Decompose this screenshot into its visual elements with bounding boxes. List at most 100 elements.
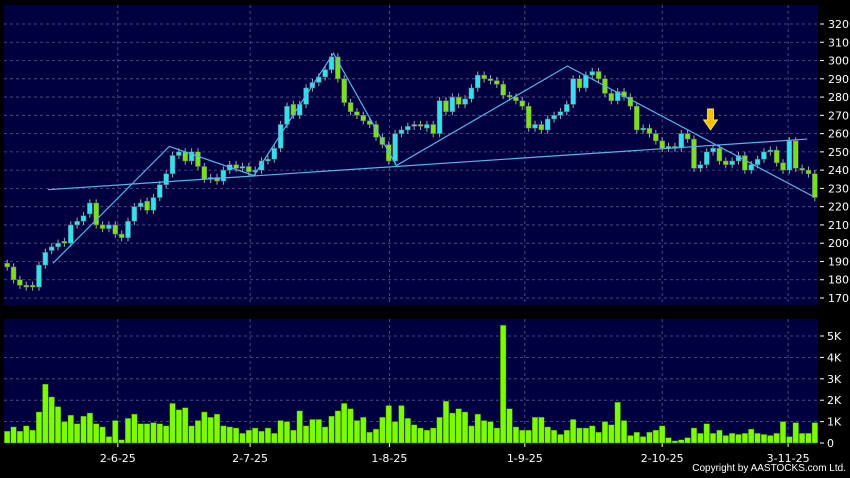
volume-bar [283, 421, 290, 444]
volume-bar [754, 433, 761, 444]
volume-bar [16, 431, 23, 444]
volume-bar [576, 427, 583, 444]
volume-bar [296, 410, 303, 444]
price-tick-label: 300 [828, 55, 849, 68]
volume-bar [678, 439, 685, 444]
price-panel: 170 180 190 200 210 220 230 240 250 260 270 280 290 3… [4, 5, 849, 305]
candle-up [697, 164, 704, 169]
candle-down [627, 96, 634, 107]
volume-bar [404, 418, 411, 444]
volume-bar [799, 433, 806, 444]
volume-bar [74, 423, 81, 444]
volume-bar [86, 412, 93, 444]
price-tick-label: 320 [828, 18, 849, 31]
candle-down [481, 74, 487, 80]
candle-up [449, 96, 456, 112]
candle-up [163, 173, 169, 185]
volume-bar [462, 411, 469, 444]
candle-up [729, 160, 735, 165]
volume-bar [773, 433, 780, 444]
candle-down [99, 224, 106, 229]
candle-down [646, 127, 653, 134]
volume-bar [760, 434, 767, 444]
volume-bar [614, 402, 621, 444]
volume-bar [621, 420, 628, 444]
candle-up [188, 151, 195, 162]
volume-bar [792, 422, 799, 444]
volume-bar [468, 425, 475, 444]
candle-up [398, 129, 405, 134]
volume-bar [551, 429, 558, 444]
candle-up [68, 224, 74, 244]
volume-bar [506, 408, 513, 444]
candle-up [748, 164, 754, 171]
candle-up [475, 74, 481, 89]
candle-down [182, 151, 188, 162]
candle-up [220, 169, 227, 182]
volume-bar [93, 423, 100, 444]
volume-bar [385, 405, 392, 444]
volume-bar [264, 427, 271, 444]
volume-bar [341, 403, 348, 444]
candle-down [525, 105, 532, 129]
volume-bar [595, 432, 602, 444]
candle-up [678, 133, 685, 149]
volume-bar [188, 425, 195, 444]
volume-bar [423, 429, 430, 444]
candle-down [576, 78, 583, 89]
candle-down [780, 162, 786, 171]
volume-tick-label: 1K [827, 416, 842, 429]
volume-bar [67, 414, 74, 444]
volume-bar [398, 405, 405, 444]
candle-down [10, 266, 17, 280]
price-tick-label: 260 [828, 128, 849, 141]
volume-bar [652, 429, 659, 444]
volume-bar [684, 437, 691, 444]
volume-bar [697, 433, 704, 444]
candle-down [494, 80, 500, 85]
candle-down [214, 177, 220, 182]
volume-bar [811, 422, 818, 444]
candle-up [767, 149, 774, 153]
candle-down [246, 166, 252, 173]
volume-bar [112, 420, 119, 444]
volume-bar [10, 426, 17, 444]
candle-up [252, 169, 258, 173]
candle-up [131, 206, 138, 222]
volume-bar [258, 431, 265, 444]
candle-down [653, 133, 659, 142]
candle-down [812, 173, 818, 198]
volume-bar [277, 420, 284, 444]
volume-bar [659, 425, 666, 444]
volume-bar [353, 420, 360, 444]
candle-up [157, 184, 163, 198]
candle-down [519, 100, 526, 107]
volume-bar [360, 417, 367, 444]
candle-down [513, 96, 519, 101]
candle-down [500, 84, 506, 96]
volume-bar [118, 439, 125, 444]
volume-bar [500, 325, 507, 444]
copyright-text: Copyright by AASTOCKS.com Ltd. [692, 463, 846, 474]
candle-down [430, 124, 437, 134]
candle-up [258, 160, 265, 171]
volume-bar [741, 433, 748, 444]
volume-panel: 0 1K 2K 3K 4K 5K 2-6-25 2-7-25 1-8-25 1-9-25 2-10-… [4, 319, 842, 465]
trendline [47, 138, 808, 191]
volume-tick-label: 0 [827, 437, 834, 450]
candle-up [589, 71, 595, 76]
volume-bar [690, 427, 697, 444]
volume-tick-label: 3K [827, 373, 842, 386]
candle-down [723, 160, 729, 165]
volume-bar [582, 427, 589, 444]
volume-bar [99, 426, 106, 444]
candle-down [716, 147, 723, 162]
candle-up [176, 151, 182, 156]
candle-down [417, 124, 424, 127]
volume-bar [220, 425, 227, 444]
candle-down [684, 133, 691, 140]
candle-up [55, 242, 61, 248]
volume-bar [601, 421, 608, 444]
volume-bar [271, 433, 278, 444]
candle-up [87, 202, 93, 215]
